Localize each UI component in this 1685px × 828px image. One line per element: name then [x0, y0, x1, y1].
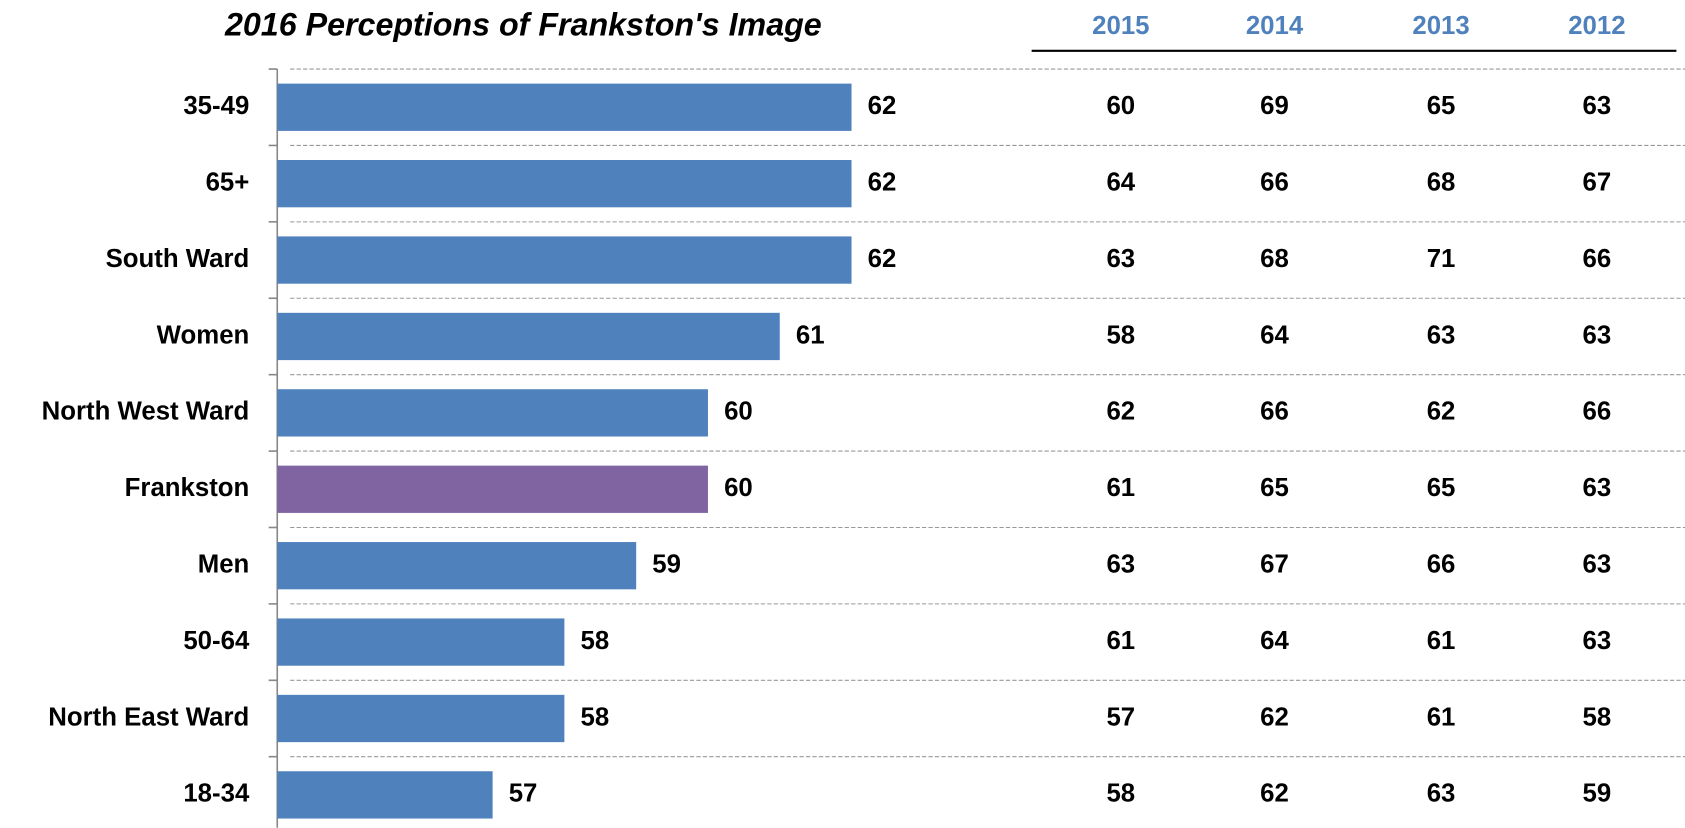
bar: [277, 389, 708, 437]
table-cell: 66: [1427, 550, 1456, 578]
table-cell: 68: [1427, 168, 1456, 196]
value-label: 61: [796, 321, 825, 349]
bar: [277, 694, 565, 743]
table-cell: 66: [1260, 168, 1289, 196]
table-cell: 67: [1583, 168, 1612, 196]
table-cell: 58: [1583, 703, 1612, 731]
value-label: 58: [581, 703, 610, 731]
table-cell: 66: [1583, 245, 1612, 273]
category-label: 50-64: [183, 627, 250, 655]
category-label: Women: [157, 321, 250, 349]
table-cell: 64: [1260, 627, 1289, 655]
value-label: 60: [724, 474, 753, 502]
table-cell: 65: [1260, 474, 1289, 502]
table-cell: 59: [1583, 780, 1612, 808]
category-label: South Ward: [106, 245, 250, 273]
table-cell: 71: [1427, 245, 1456, 273]
table-cell: 62: [1106, 398, 1135, 426]
column-header: 2014: [1246, 12, 1304, 40]
chart-title: 2016 Perceptions of Frankston's Image: [224, 7, 822, 43]
column-header: 2012: [1568, 12, 1625, 40]
table-cell: 61: [1106, 627, 1135, 655]
table-cell: 62: [1260, 703, 1289, 731]
table-cell: 61: [1427, 703, 1456, 731]
table-cell: 63: [1583, 321, 1612, 349]
category-label: 35-49: [183, 92, 249, 120]
table-cell: 58: [1106, 780, 1135, 808]
category-label: 65+: [206, 168, 250, 196]
value-label: 60: [724, 398, 753, 426]
table-cell: 67: [1260, 550, 1289, 578]
value-label: 57: [509, 780, 538, 808]
value-label: 59: [652, 550, 681, 578]
column-header: 2015: [1092, 12, 1149, 40]
column-header: 2013: [1412, 12, 1469, 40]
table-cell: 65: [1427, 474, 1456, 502]
value-label: 58: [581, 627, 610, 655]
table-cell: 61: [1427, 627, 1456, 655]
table-cell: 62: [1260, 780, 1289, 808]
bar: [277, 618, 565, 666]
bar: [277, 236, 852, 284]
table-cell: 63: [1583, 550, 1612, 578]
table-cell: 62: [1427, 398, 1456, 426]
table-cell: 60: [1106, 92, 1135, 120]
table-cell: 57: [1106, 703, 1135, 731]
table-cell: 66: [1583, 398, 1612, 426]
bar: [277, 312, 780, 361]
bar: [277, 160, 852, 208]
table-cell: 63: [1427, 321, 1456, 349]
category-label: North West Ward: [42, 398, 250, 426]
table-cell: 65: [1427, 92, 1456, 120]
table-cell: 64: [1106, 168, 1135, 196]
bar: [277, 771, 493, 819]
table-cell: 61: [1106, 474, 1135, 502]
bar: [277, 83, 852, 131]
table-cell: 63: [1583, 627, 1612, 655]
category-label: 18-34: [183, 780, 250, 808]
value-label: 62: [868, 92, 897, 120]
table-cell: 63: [1106, 245, 1135, 273]
category-label: North East Ward: [48, 703, 249, 731]
bar: [277, 465, 708, 513]
table-cell: 63: [1583, 92, 1612, 120]
table-cell: 58: [1106, 321, 1135, 349]
value-label: 62: [868, 168, 897, 196]
value-label: 62: [868, 245, 897, 273]
table-cell: 64: [1260, 321, 1289, 349]
table-cell: 66: [1260, 398, 1289, 426]
table-cell: 69: [1260, 92, 1289, 120]
table-cell: 63: [1583, 474, 1612, 502]
category-label: Men: [198, 550, 250, 578]
table-cell: 63: [1427, 780, 1456, 808]
category-label: Frankston: [125, 474, 250, 502]
table-cell: 68: [1260, 245, 1289, 273]
table-cell: 63: [1106, 550, 1135, 578]
bar: [277, 542, 637, 590]
